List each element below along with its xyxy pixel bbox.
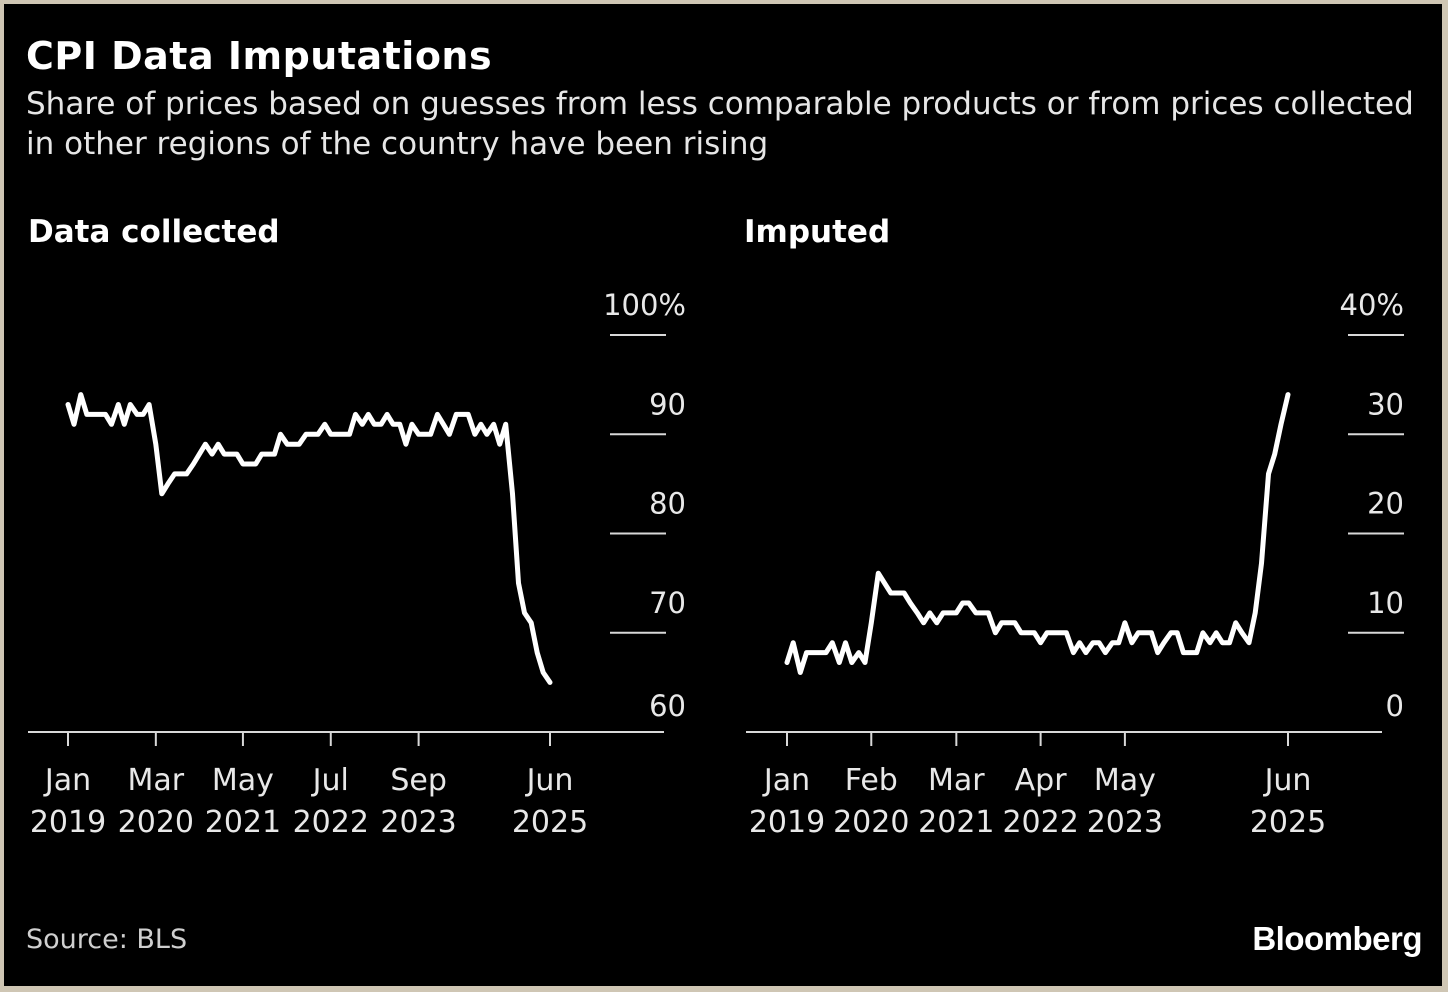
x-tick-label-month: Apr <box>1015 763 1068 798</box>
x-tick-label-year: 2020 <box>833 805 909 840</box>
x-tick-label-year: 2023 <box>1087 805 1163 840</box>
x-tick-label-month: Jan <box>43 763 91 798</box>
bloomberg-logo: Bloomberg <box>1252 920 1422 957</box>
x-tick-label-year: 2025 <box>512 805 588 840</box>
y-tick-label: 90 <box>649 387 686 421</box>
y-tick-label: 60 <box>649 689 686 723</box>
charts-svg: 100% 90 80 70 60 Jan 2019 Mar 2020 May 2021 Jul 2022… <box>28 288 1404 840</box>
y-tick-label: 20 <box>1367 487 1404 521</box>
x-tick-label-month: Feb <box>845 763 898 798</box>
x-tick-label-month: Mar <box>928 763 985 798</box>
series-line-imputed <box>784 392 1291 675</box>
x-tick-label-year: 2022 <box>1002 805 1078 840</box>
series-line-data-collected <box>65 392 553 685</box>
x-tick-label-month: Jun <box>525 763 574 798</box>
x-tick-label-month: May <box>1094 763 1156 798</box>
y-tick-label: 40% <box>1340 288 1404 322</box>
y-tick-label: 100% <box>603 288 686 322</box>
x-tick-label-month: May <box>212 763 274 798</box>
chart-subtitle: Share of prices based on guesses from le… <box>26 86 1414 162</box>
x-tick-label-year: 2023 <box>380 805 456 840</box>
y-tick-label: 80 <box>649 487 686 521</box>
y-tick-label: 70 <box>649 586 686 620</box>
x-tick-label-year: 2022 <box>293 805 369 840</box>
panel-imputed: 40% 30 20 10 0 Jan 2019 Feb 2020 Mar 2021 Apr 2022 Ma… <box>746 288 1404 840</box>
x-tick-label-year: 2019 <box>749 805 825 840</box>
x-tick-label-year: 2021 <box>918 805 994 840</box>
x-tick-label-month: Jun <box>1263 763 1312 798</box>
x-tick-label-month: Sep <box>390 763 447 798</box>
x-tick-label-year: 2025 <box>1250 805 1326 840</box>
x-tick-label-month: Jul <box>311 763 349 798</box>
x-tick-label-month: Mar <box>128 763 185 798</box>
x-tick-label-year: 2019 <box>30 805 106 840</box>
x-tick-label-year: 2021 <box>205 805 281 840</box>
chart-title: CPI Data Imputations <box>26 34 493 78</box>
panel-title-data-collected: Data collected <box>28 214 280 250</box>
source-note: Source: BLS <box>26 924 188 955</box>
x-tick-label-year: 2020 <box>118 805 194 840</box>
y-tick-label: 30 <box>1367 387 1404 421</box>
chart-frame: CPI Data Imputations Share of prices bas… <box>4 4 1442 986</box>
y-tick-label: 0 <box>1386 689 1404 723</box>
y-tick-label: 10 <box>1367 586 1404 620</box>
panel-title-imputed: Imputed <box>744 214 891 250</box>
panel-data-collected: 100% 90 80 70 60 Jan 2019 Mar 2020 May 2021 Jul 2022… <box>28 288 686 840</box>
x-tick-label-month: Jan <box>762 763 810 798</box>
